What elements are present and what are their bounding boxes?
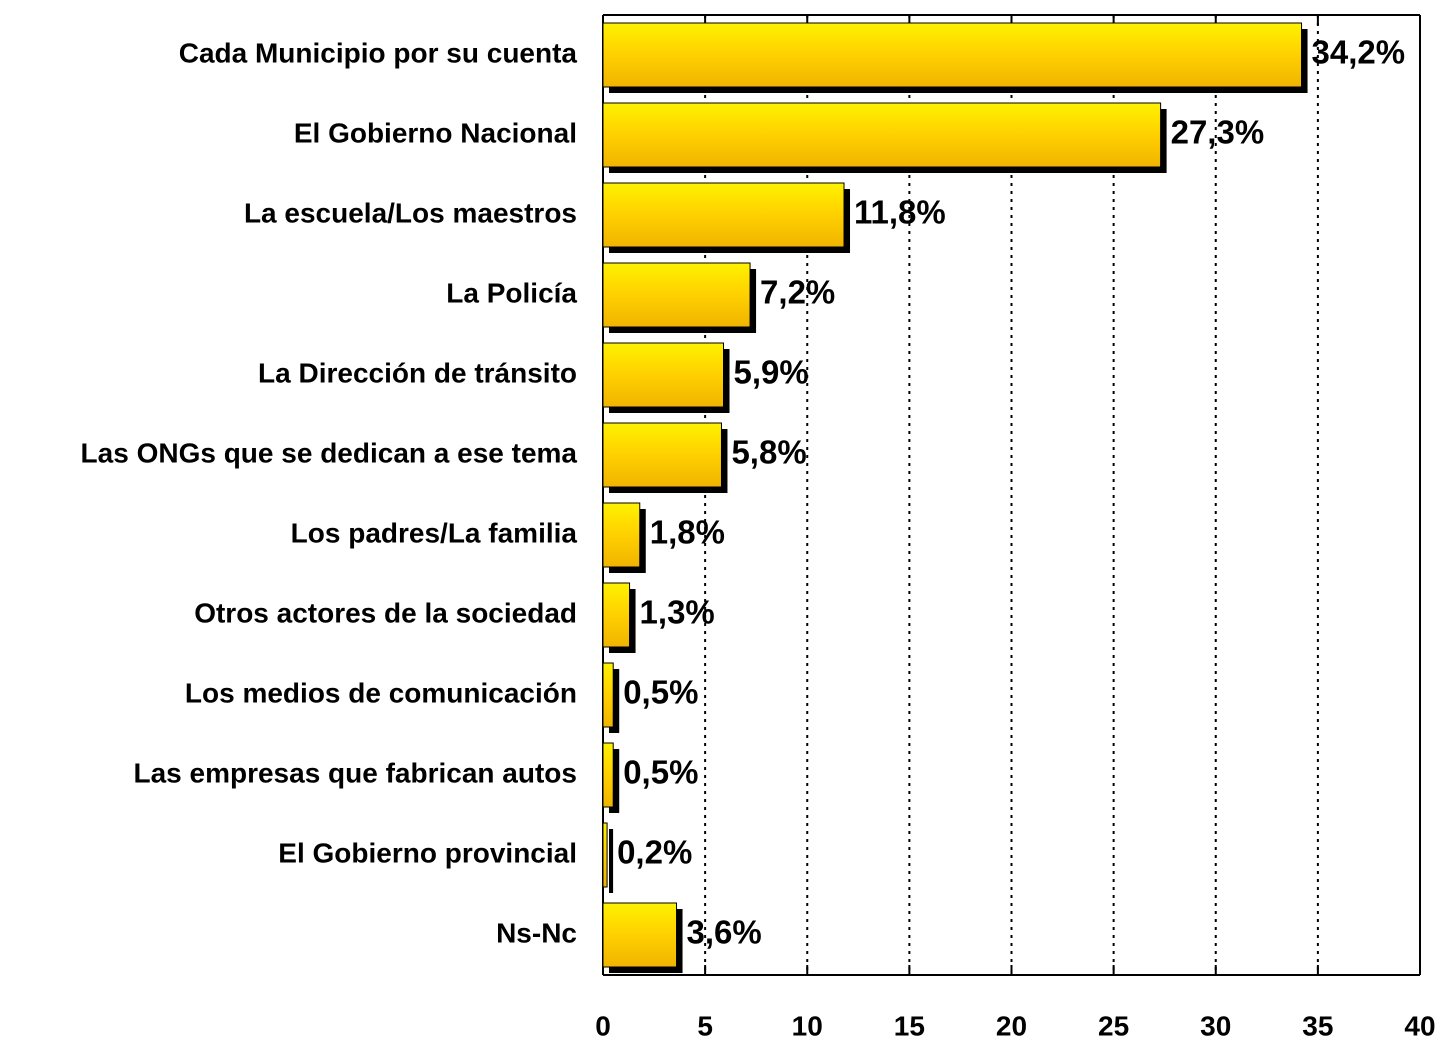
- x-tick-label: 35: [1302, 1010, 1333, 1041]
- bar: [602, 342, 725, 408]
- y-tick-label: El Gobierno provincial: [278, 837, 577, 868]
- data-label: 7,2%: [760, 274, 835, 311]
- bar: [602, 662, 614, 728]
- data-label: 0,5%: [623, 754, 698, 791]
- data-label: 3,6%: [687, 914, 762, 951]
- bar: [602, 502, 641, 568]
- x-tick-label: 30: [1200, 1010, 1231, 1041]
- data-label: 11,8%: [854, 194, 946, 231]
- x-tick-label: 5: [697, 1010, 713, 1041]
- bar: [602, 822, 608, 888]
- y-tick-label: La Policía: [446, 277, 577, 308]
- y-tick-label: La Dirección de tránsito: [258, 357, 577, 388]
- bar: [602, 582, 631, 648]
- y-tick-label: El Gobierno Nacional: [294, 117, 577, 148]
- y-tick-label: Ns-Nc: [496, 917, 577, 948]
- bar: [602, 262, 751, 328]
- y-tick-label: Las ONGs que se dedican a ese tema: [81, 437, 578, 468]
- bar: [602, 102, 1162, 168]
- y-tick-label: Cada Municipio por su cuenta: [179, 37, 578, 68]
- data-label: 27,3%: [1171, 114, 1265, 151]
- data-label: 5,9%: [734, 354, 809, 391]
- x-tick-label: 15: [894, 1010, 925, 1041]
- bar: [602, 22, 1303, 88]
- data-label: 0,2%: [617, 834, 692, 871]
- y-tick-label: La escuela/Los maestros: [244, 197, 577, 228]
- data-label: 5,8%: [731, 434, 806, 471]
- data-label: 1,8%: [650, 514, 725, 551]
- x-tick-label: 0: [595, 1010, 611, 1041]
- bar: [602, 742, 614, 808]
- x-tick-label: 25: [1098, 1010, 1129, 1041]
- x-tick-label: 20: [996, 1010, 1027, 1041]
- x-tick-label: 40: [1404, 1010, 1435, 1041]
- x-tick-label: 10: [792, 1010, 823, 1041]
- data-label: 1,3%: [640, 594, 715, 631]
- bar: [602, 422, 722, 488]
- y-tick-label: Los padres/La familia: [291, 517, 578, 548]
- data-label: 0,5%: [623, 674, 698, 711]
- y-tick-label: Las empresas que fabrican autos: [133, 757, 577, 788]
- data-label: 34,2%: [1312, 34, 1406, 71]
- bar-shadow: [609, 749, 620, 813]
- bar: [602, 902, 678, 968]
- y-tick-label: Los medios de comunicación: [185, 677, 577, 708]
- bar: [602, 182, 845, 248]
- y-tick-label: Otros actores de la sociedad: [194, 597, 577, 628]
- bar-shadow: [609, 829, 614, 893]
- bar-shadow: [609, 669, 620, 733]
